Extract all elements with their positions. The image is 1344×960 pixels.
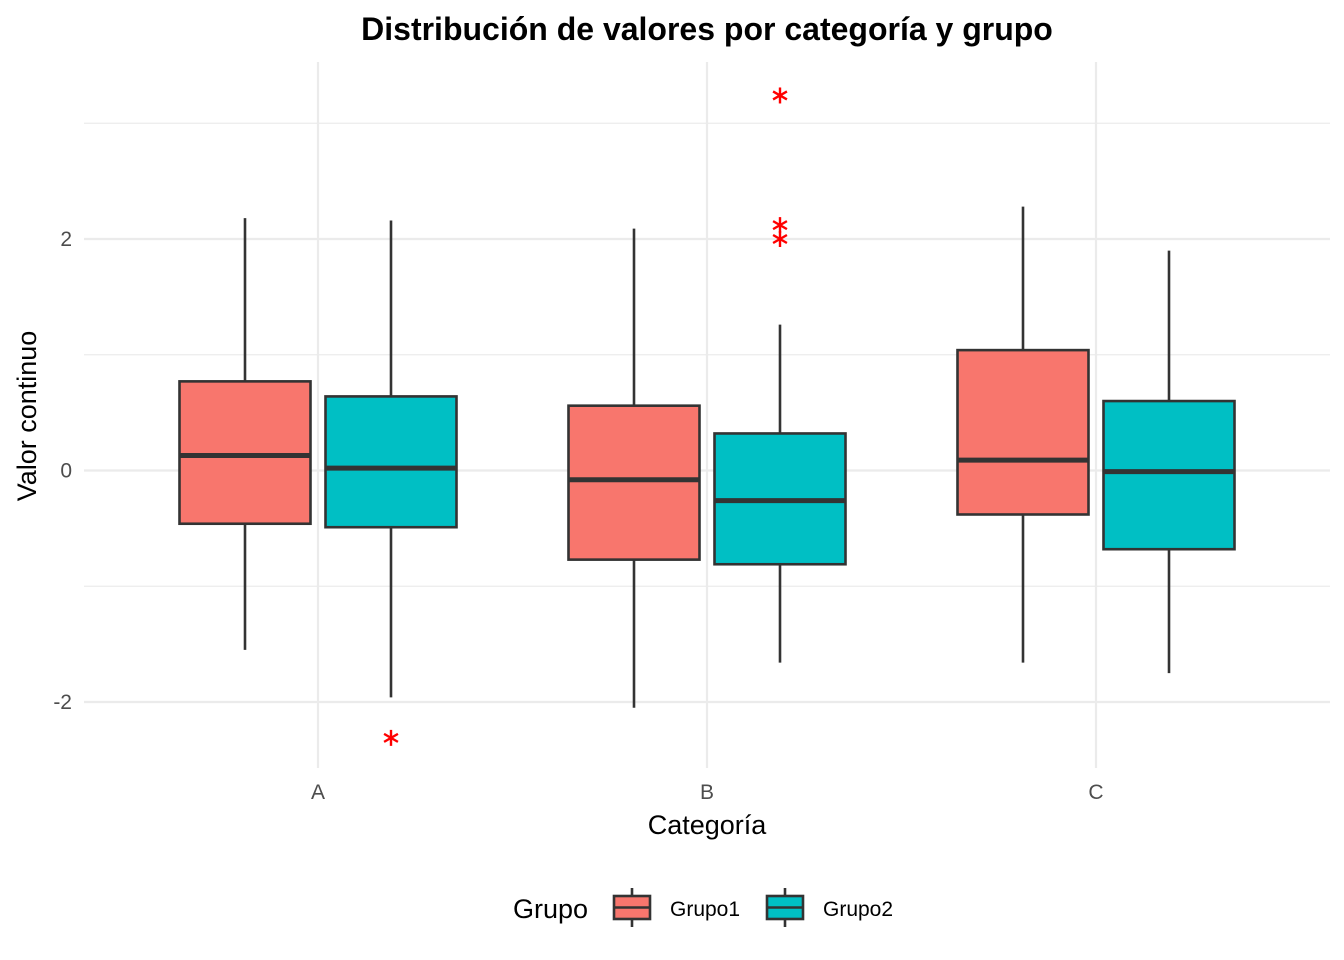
y-axis-title: Valor continuo <box>12 331 42 502</box>
box-grupo1-c <box>956 206 1090 663</box>
outlier-point <box>383 729 399 746</box>
y-tick-label: 2 <box>60 228 72 251</box>
legend-label-grupo2: Grupo2 <box>823 898 893 921</box>
box-body <box>324 395 458 529</box>
legend-label-grupo1: Grupo1 <box>670 898 740 921</box>
legend-key-grupo1 <box>612 888 652 927</box>
axis-labels: -2 0 2 A B C <box>53 228 1103 804</box>
y-tick-label: -2 <box>53 691 72 714</box>
box-grupo1-b <box>567 228 701 708</box>
box-body <box>178 380 312 526</box>
x-tick-label: B <box>700 781 714 804</box>
box-grupo1-a <box>178 218 312 650</box>
grid-lines <box>84 62 1330 768</box>
legend-title: Grupo <box>513 894 588 924</box>
outlier-point <box>772 231 788 247</box>
outlier-point <box>772 87 788 104</box>
box-body <box>956 348 1090 516</box>
outlier-point <box>772 217 788 234</box>
box-grupo2-c <box>1102 250 1236 674</box>
box-body <box>567 404 701 561</box>
legend-key-grupo2 <box>765 888 805 927</box>
y-tick-label: 0 <box>60 460 72 483</box>
x-tick-label: A <box>311 781 325 804</box>
x-tick-label: C <box>1088 781 1103 804</box>
box-grupo2-b <box>713 87 847 663</box>
box-grupo2-a <box>324 220 458 746</box>
box-body <box>1102 399 1236 551</box>
box-layer <box>178 87 1236 746</box>
chart-title: Distribución de valores por categoría y … <box>361 11 1053 47</box>
x-axis-title: Categoría <box>648 810 768 840</box>
legend: Grupo Grupo1 Grupo2 <box>513 888 893 927</box>
